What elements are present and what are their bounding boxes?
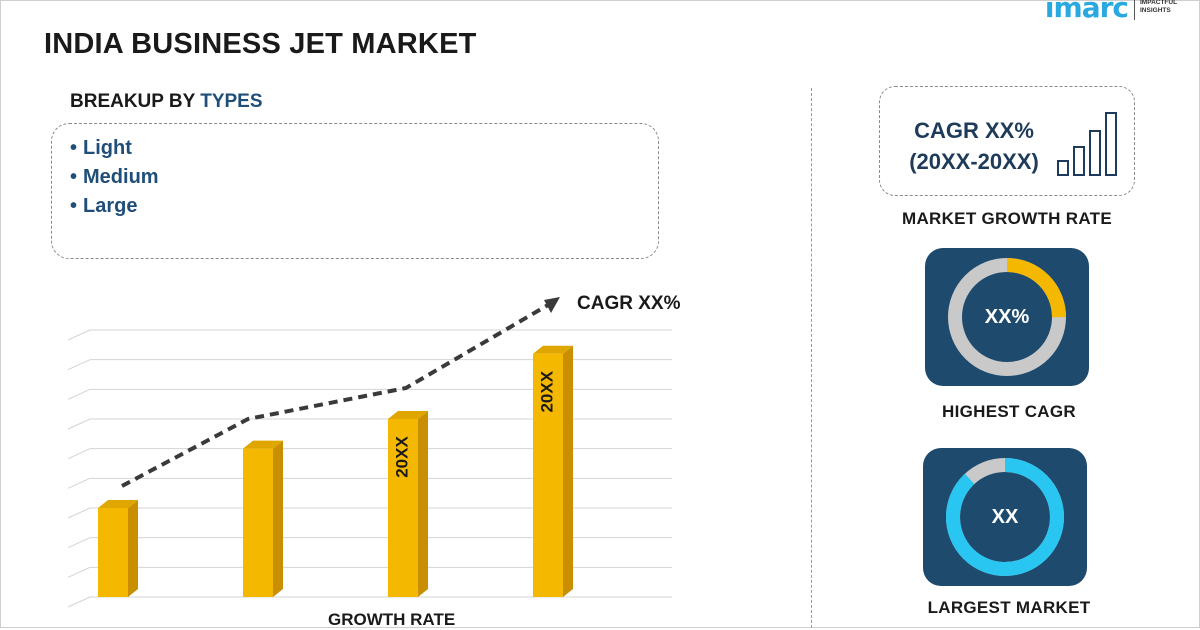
type-item-medium: Medium — [70, 163, 159, 192]
brand-logo: imarc IMPACTFUL INSIGHTS — [1045, 0, 1182, 22]
chart-trend-arrow — [544, 297, 560, 313]
chart-trend-label: CAGR XX% — [577, 293, 681, 314]
grid-line-edge — [67, 566, 91, 578]
bar-growth-icon — [1057, 112, 1117, 176]
grid-line-edge — [67, 596, 91, 608]
section-divider — [811, 88, 812, 628]
chart-bar-side — [563, 345, 573, 597]
breakup-heading-highlight: TYPES — [200, 91, 263, 112]
chart-trend-line — [121, 303, 550, 488]
chart-bar-top — [388, 411, 428, 419]
chart-bar-label: 20XX — [537, 370, 556, 412]
chart-bar — [243, 448, 273, 597]
growth-rate-text: CAGR XX% (20XX-20XX) — [894, 115, 1054, 177]
highest-cagr-ring — [948, 258, 1066, 376]
logo-text: imarc — [1044, 0, 1129, 24]
type-item-large: Large — [70, 192, 159, 221]
grid-line-edge — [67, 418, 91, 430]
growth-rate-value: CAGR XX% — [914, 118, 1034, 143]
chart-bar-side — [128, 500, 138, 597]
highest-cagr-value: XX% — [984, 306, 1030, 328]
highest-cagr-ring-fill — [948, 258, 1066, 376]
grid-line-edge — [67, 329, 91, 341]
breakup-heading-prefix: BREAKUP BY — [70, 91, 201, 112]
types-list: Light Medium Large — [70, 134, 159, 221]
largest-market-label: LARGEST MARKET — [927, 598, 1091, 617]
highest-cagr-label: HIGHEST CAGR — [942, 402, 1076, 421]
chart-x-label: GROWTH RATE — [328, 610, 456, 629]
grid-line-edge — [67, 537, 91, 549]
grid-line-edge — [67, 477, 91, 489]
largest-market-ring-fill — [946, 458, 1064, 576]
type-item-light: Light — [70, 134, 159, 163]
page-title: INDIA BUSINESS JET MARKET — [44, 28, 477, 60]
chart-bar — [533, 353, 563, 597]
chart-bar-side — [418, 411, 428, 597]
grid-line-edge — [67, 507, 91, 519]
growth-rate-box: CAGR XX% (20XX-20XX) — [879, 86, 1135, 196]
largest-market-ring — [946, 458, 1064, 576]
chart-bar-top — [243, 440, 283, 449]
chart-bar — [388, 419, 418, 597]
growth-rate-label: MARKET GROWTH RATE — [901, 209, 1112, 228]
chart-bar-label: 20XX — [392, 436, 411, 478]
growth-bar-chart: 20XX 20XX — [67, 297, 672, 608]
growth-rate-period: (20XX-20XX) — [909, 149, 1039, 174]
chart-bar-top — [98, 500, 138, 508]
breakup-heading: BREAKUP BY TYPES — [70, 91, 263, 113]
logo-tagline: IMPACTFUL INSIGHTS — [1140, 0, 1177, 14]
chart-bar — [98, 508, 128, 597]
largest-market-value: XX — [991, 506, 1019, 528]
grid-line-edge — [67, 359, 91, 371]
grid-line-edge — [67, 448, 91, 460]
chart-bar-top — [533, 345, 573, 354]
types-box: Light Medium Large — [51, 123, 659, 259]
largest-market-tile: XX — [923, 448, 1087, 586]
logo-divider — [1134, 0, 1135, 20]
highest-cagr-tile: XX% — [925, 248, 1089, 386]
chart-bar-side — [273, 440, 283, 597]
grid-line-edge — [67, 388, 91, 400]
